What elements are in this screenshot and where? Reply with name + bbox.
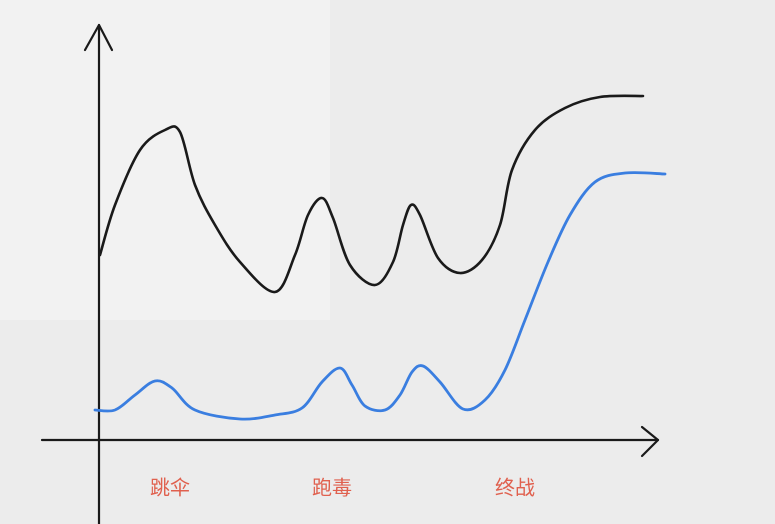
phase-label: 跳伞 <box>150 476 190 500</box>
phase-label: 跑毒 <box>312 476 352 500</box>
blue-curve <box>93 171 667 421</box>
x-axis-arrow <box>640 425 660 458</box>
phase-label: 终战 <box>495 476 535 500</box>
black-curve <box>98 94 645 294</box>
background-panel <box>0 0 330 320</box>
y-axis-arrow <box>83 23 114 52</box>
